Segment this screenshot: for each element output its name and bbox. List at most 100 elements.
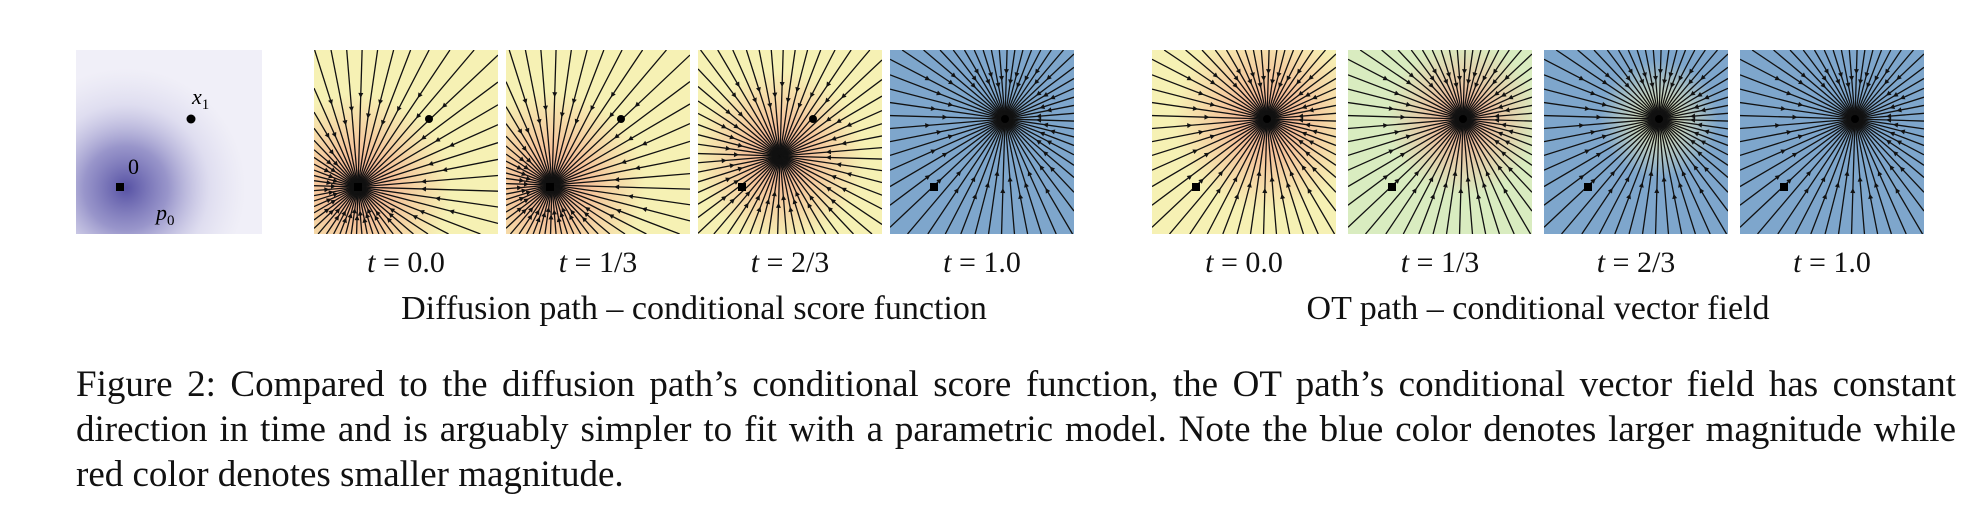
streamline [1266,118,1336,178]
arrowhead [1382,75,1389,81]
arrowhead [556,216,562,223]
arrowhead [1472,72,1478,78]
arrowhead [1256,170,1262,177]
streamline [1359,50,1464,120]
streamline [698,143,781,157]
streamline [314,186,359,192]
streamline [506,166,553,186]
streamline [698,155,781,164]
arrowhead [332,160,339,166]
streamline [357,186,403,234]
arrowhead [772,92,778,98]
streamline [1854,118,1924,193]
origin-marker [1388,183,1396,191]
ot-time-label: t = 2/3 [1596,246,1676,279]
streamline [1854,104,1924,120]
ot-time-label: t = 1.0 [1793,246,1871,279]
arrowhead [1042,122,1049,128]
arrowhead [1286,182,1291,188]
origin-marker [738,183,746,191]
arrowhead [1308,74,1314,81]
streamline [1348,118,1464,157]
streamline [1462,118,1532,138]
arrowhead [1497,104,1504,109]
streamline [779,95,882,157]
arrowhead [1007,176,1013,182]
arrowhead [1430,193,1435,200]
arrowhead [1406,79,1412,85]
streamline [779,50,871,157]
streamline [1810,118,1856,234]
streamline [1658,87,1728,120]
arrowhead [1786,178,1792,184]
arrowhead [1452,170,1458,177]
streamline [698,155,781,194]
arrowhead [725,109,731,115]
arrowhead [1700,107,1706,113]
arrowhead [374,215,380,221]
arrowhead [947,101,954,107]
arrowhead [1210,79,1216,85]
streamline [779,155,882,225]
arrowhead [1690,113,1696,119]
origin-label: 0 [128,154,139,179]
arrowhead [827,206,833,213]
arrowhead [1500,151,1507,157]
streamline [952,50,1006,120]
arrowhead [614,176,620,182]
streamline [1410,50,1464,120]
origin-marker [1780,183,1788,191]
arrowhead [614,133,620,139]
streamline [1740,118,1856,171]
arrowhead [1696,92,1703,97]
streamline [698,123,781,157]
arrowhead [1672,193,1678,200]
arrowhead [1476,193,1482,200]
arrowhead [936,178,942,184]
streamline [779,50,809,157]
arrowhead [729,198,735,204]
arrowhead [1049,166,1056,172]
arrowhead [1868,193,1874,200]
arrowhead [721,158,727,164]
streamline [1740,118,1856,143]
streamline [1773,50,1856,120]
streamline [779,50,796,157]
arrowhead [826,81,832,88]
arrowhead [527,214,533,220]
arrowhead [416,113,422,119]
arrowhead [516,207,523,213]
streamline [1266,118,1336,130]
streamlines [1152,50,1336,234]
arrowhead [1497,131,1504,137]
arrowhead [378,99,384,105]
streamline [713,155,781,234]
arrowhead [328,190,334,196]
arrowhead [1466,79,1472,85]
streamline [1004,118,1074,234]
streamline [698,152,781,157]
arrowhead [765,198,771,205]
arrowhead [781,195,787,201]
arrowhead [1304,151,1311,157]
arrowhead [1885,68,1890,75]
arrowhead [1638,182,1644,188]
streamline [506,182,553,186]
streamline [1152,118,1268,171]
arrowhead [326,180,332,185]
streamline [890,118,1006,130]
streamline [779,155,882,184]
streamline [779,146,882,157]
streamline [1740,101,1856,120]
streamline [506,160,553,186]
arrowhead [1458,188,1464,194]
streamline [1402,118,1464,234]
streamline [551,184,569,234]
density-label: p0 [154,200,175,229]
arrowhead [831,175,837,180]
streamline [1757,118,1856,234]
streamline [698,85,781,157]
arrowhead [381,119,386,126]
streamline [1348,118,1464,171]
streamline [1266,118,1291,234]
